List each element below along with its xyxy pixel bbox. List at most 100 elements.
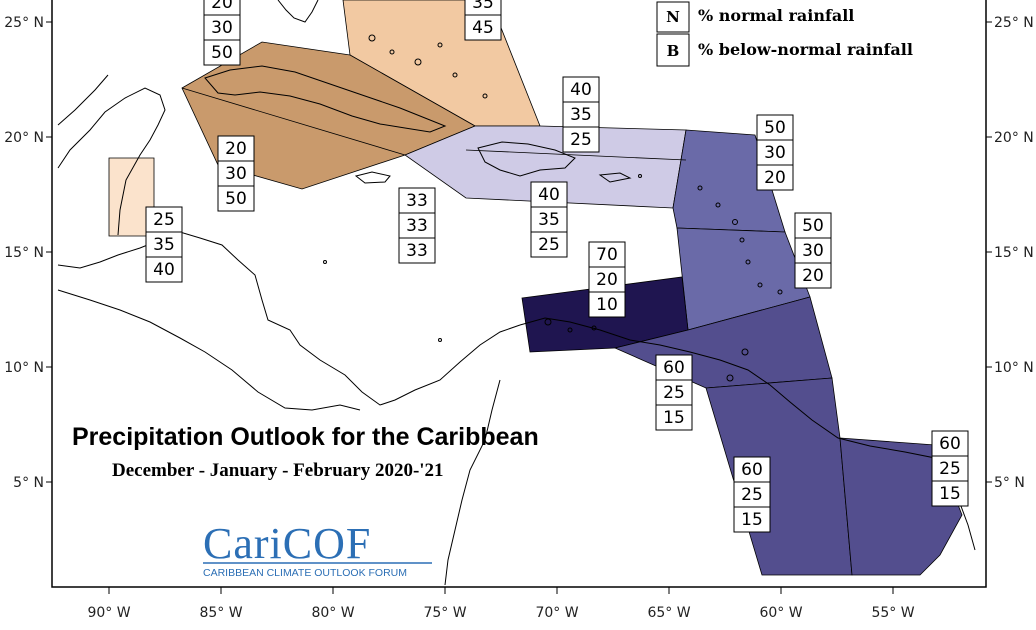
prob-value: 30 [802, 241, 824, 261]
prob-value: 25 [153, 210, 175, 230]
prob-value: 60 [663, 358, 685, 378]
region-divider-cuba [181, 87, 406, 156]
prob-cell [794, 262, 832, 289]
lat-tick-label-right: 25° N [994, 15, 1034, 31]
prob-cell [794, 212, 832, 239]
lat-tick-label-right: 15° N [994, 245, 1034, 261]
prob-box-french-guiana: 60 25 15 [931, 430, 969, 507]
prob-cell [145, 206, 183, 233]
coast-colombia-west [444, 379, 501, 586]
prob-value: 35 [153, 235, 175, 255]
prob-box-hispaniola-south: 40 35 25 [530, 181, 568, 258]
prob-cell [217, 135, 255, 162]
axis-ticks: 90° W 85° W 80° W 75° W 70° W 65° W 60° W 55° W… [4, 15, 1034, 621]
prob-box-abc-islands: 70 20 10 [588, 241, 626, 318]
prob-value: 25 [663, 383, 685, 403]
prob-value: 33 [406, 241, 428, 261]
coast-puerto-rico [598, 172, 632, 183]
prob-cell [530, 181, 568, 208]
prob-box-leeward-islands: 50 30 20 [756, 114, 794, 191]
prob-cell [562, 126, 600, 153]
prob-cell [398, 212, 436, 239]
coast-jamaica [354, 171, 391, 184]
lat-tick-label-left: 10° N [4, 360, 44, 376]
prob-value: 35 [570, 105, 592, 125]
prob-value: 60 [939, 434, 961, 454]
prob-cell [203, 39, 241, 66]
lon-tick-label: 60° W [759, 605, 802, 621]
lat-tick-label-left: 15° N [4, 245, 44, 261]
prob-value: 15 [939, 484, 961, 504]
prob-value: 45 [472, 18, 494, 38]
coast-florida [277, 0, 319, 23]
prob-box-cuba-south: 20 30 50 [217, 135, 255, 212]
map-title: Precipitation Outlook for the Caribbean [72, 423, 539, 451]
legend-b-text: % below-normal rainfall [698, 40, 913, 59]
lat-tick-label-left: 20° N [4, 130, 44, 146]
coast-yucatan [57, 87, 166, 236]
prob-value: 15 [741, 510, 763, 530]
prob-box-guyana: 60 25 15 [733, 456, 771, 533]
forecast-regions [108, 0, 963, 576]
prob-cell [562, 76, 600, 103]
lon-tick-label: 75° W [423, 605, 466, 621]
prob-value: 60 [741, 460, 763, 480]
prob-cell [145, 256, 183, 283]
prob-value: 20 [596, 270, 618, 290]
prob-value: 25 [570, 130, 592, 150]
islands [323, 34, 783, 382]
coast-mexico-north [57, 74, 109, 126]
prob-value: 35 [538, 210, 560, 230]
prob-cell [756, 164, 794, 191]
prob-cell [398, 187, 436, 214]
legend-b-letter: B [667, 42, 680, 60]
prob-value: 25 [538, 235, 560, 255]
prob-box-windward-islands: 50 30 20 [794, 212, 832, 289]
prob-value: 15 [663, 408, 685, 428]
prob-value: 20 [802, 266, 824, 286]
prob-cell [733, 506, 771, 533]
prob-box-hispaniola-north: 40 35 25 [562, 76, 600, 153]
lon-tick-label: 85° W [199, 605, 242, 621]
prob-cell [655, 404, 693, 431]
prob-value: 30 [225, 164, 247, 184]
lat-tick-label-right: 10° N [994, 360, 1034, 376]
prob-value: 50 [211, 43, 233, 63]
lat-tick-label-left: 25° N [4, 15, 44, 31]
prob-box-trinidad: 60 25 15 [655, 354, 693, 431]
prob-cell [588, 241, 626, 268]
prob-value: 35 [472, 0, 494, 13]
map-subtitle: December - January - February 2020-'21 [112, 460, 444, 481]
prob-cell [794, 237, 832, 264]
region-divider-hispaniola [465, 149, 687, 161]
prob-value: 25 [939, 459, 961, 479]
coast-cuba [204, 65, 447, 133]
prob-box-belize: 25 35 40 [145, 206, 183, 283]
prob-value: 30 [764, 143, 786, 163]
legend-n-text: % normal rainfall [698, 6, 854, 25]
lat-tick-label-left: 5° N [13, 475, 44, 491]
prob-cell [655, 379, 693, 406]
logo-tagline: CARIBBEAN CLIMATE OUTLOOK FORUM [203, 567, 407, 579]
prob-value: 33 [406, 216, 428, 236]
prob-value: 30 [211, 18, 233, 38]
prob-value: 25 [741, 485, 763, 505]
legend-n-letter: N [666, 8, 680, 26]
coast-central-america [57, 231, 521, 406]
prob-cell [398, 237, 436, 264]
prob-cell [203, 14, 241, 41]
probability-boxes: 2030503545203050403525403525333333253540… [145, 0, 969, 533]
prob-cell [655, 354, 693, 381]
prob-value: 10 [596, 295, 618, 315]
lat-tick-label-right: 20° N [994, 130, 1034, 146]
coast-hispaniola [477, 141, 576, 177]
legend: N % normal rainfall B % below-normal rai… [656, 1, 913, 67]
prob-value: 50 [225, 189, 247, 209]
prob-value: 40 [538, 185, 560, 205]
lon-tick-label: 80° W [311, 605, 354, 621]
prob-value: 20 [225, 139, 247, 159]
prob-cell [145, 231, 183, 258]
lon-tick-label: 55° W [871, 605, 914, 621]
lon-tick-label: 90° W [87, 605, 130, 621]
